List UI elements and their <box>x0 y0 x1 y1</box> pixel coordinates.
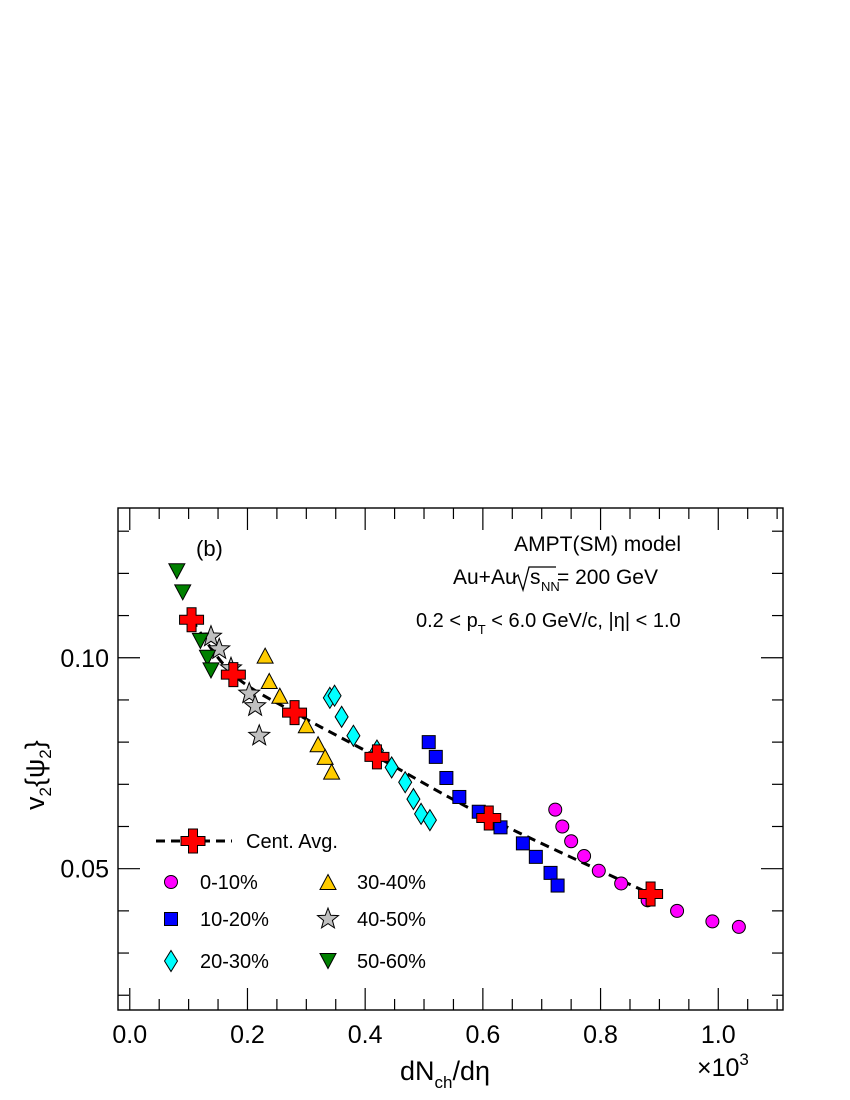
series-30-40% <box>256 647 341 780</box>
data-point <box>550 878 565 893</box>
data-point <box>705 914 720 929</box>
legend-label: Cent. Avg. <box>246 831 338 853</box>
x-tick-label: 0.6 <box>465 1021 500 1049</box>
model-annotation: AMPT(SM) model <box>514 533 681 556</box>
data-point <box>207 636 232 660</box>
data-point <box>577 849 592 864</box>
data-point <box>406 787 421 811</box>
data-point <box>421 735 436 750</box>
legend-label: 0-10% <box>200 872 258 894</box>
series-20-30% <box>322 684 437 832</box>
data-point <box>202 662 220 679</box>
data-point <box>198 649 217 667</box>
legend-marker <box>319 953 337 970</box>
data-point <box>564 834 579 849</box>
data-point <box>364 744 390 770</box>
y-axis-title: v2{ψ2} <box>20 740 55 810</box>
x-tick-label: 0.0 <box>112 1021 147 1049</box>
data-point <box>271 687 289 704</box>
series-10-20% <box>421 735 565 893</box>
data-point <box>334 705 349 729</box>
data-point <box>548 802 563 817</box>
series-50-60% <box>168 563 220 679</box>
legend-label: 20-30% <box>200 951 269 973</box>
data-point <box>439 770 454 785</box>
data-point <box>327 684 342 708</box>
x-tick-label: 0.2 <box>230 1021 265 1049</box>
data-point <box>398 770 413 794</box>
data-point <box>191 632 210 650</box>
x-axis-multiplier: ×103 <box>697 1050 749 1082</box>
axis-ticks: 0.0 0.2 0.4 0.6 0.8 1.0 0.05 0.10 <box>60 508 783 1049</box>
data-markers <box>168 563 746 934</box>
data-point <box>670 903 685 918</box>
data-point <box>243 693 267 717</box>
data-point <box>247 723 272 746</box>
data-point <box>256 647 274 664</box>
panel-label: (b) <box>196 536 223 561</box>
data-point <box>316 748 334 765</box>
legend-label: 40-50% <box>357 909 426 931</box>
legend: Cent. Avg. 0-10% 10-20% 20-30% 30-40% 40-50% 5… <box>156 828 426 973</box>
data-point <box>346 724 361 748</box>
data-point <box>543 865 558 880</box>
legend-label: 10-20% <box>200 909 269 931</box>
data-point <box>476 805 502 831</box>
data-point <box>422 808 437 832</box>
data-point <box>260 672 279 689</box>
data-point <box>297 716 316 734</box>
x-tick-label: 0.8 <box>583 1021 618 1049</box>
data-point <box>528 849 543 864</box>
data-point <box>515 836 530 851</box>
data-point <box>309 735 327 753</box>
data-point <box>452 789 467 804</box>
data-point <box>237 681 262 704</box>
data-point <box>173 584 192 601</box>
series-cent-avg <box>179 607 664 907</box>
data-point <box>428 749 443 764</box>
x-axis-title: dNch/dη <box>400 1056 490 1092</box>
legend-marker <box>180 828 206 854</box>
x-tick-label: 0.4 <box>348 1021 383 1049</box>
data-point <box>220 662 246 688</box>
data-point <box>168 563 186 580</box>
data-point <box>179 607 205 633</box>
legend-label: 50-60% <box>357 951 426 973</box>
data-point <box>614 876 629 891</box>
legend-marker <box>164 912 178 926</box>
data-point <box>322 763 341 780</box>
svg-text:s: s <box>530 566 541 589</box>
svg-text:Au+Au: Au+Au <box>453 566 517 589</box>
legend-label: 30-40% <box>357 872 426 894</box>
series-0-10% <box>548 802 746 934</box>
legend-marker <box>319 873 337 890</box>
y-tick-label: 0.05 <box>60 856 109 884</box>
data-point <box>638 881 664 907</box>
data-point <box>555 819 570 834</box>
legend-marker <box>316 906 340 930</box>
data-point <box>731 919 746 934</box>
x-tick-label: 1.0 <box>701 1021 736 1049</box>
y-tick-label: 0.10 <box>60 645 109 673</box>
system-annotation: Au+Au s NN = 200 GeV <box>453 566 658 594</box>
svg-text:= 200 GeV: = 200 GeV <box>557 566 658 589</box>
legend-marker <box>163 949 179 973</box>
data-point <box>591 863 606 878</box>
sqrt-icon <box>513 566 556 593</box>
kinematic-cuts-annotation: 0.2 < pT < 6.0 GeV/c, |η| < 1.0 <box>416 610 681 637</box>
data-point <box>282 700 308 726</box>
data-point <box>384 755 399 779</box>
plot-frame <box>117 507 784 1011</box>
legend-marker <box>164 875 178 889</box>
svg-text:NN: NN <box>541 579 560 594</box>
